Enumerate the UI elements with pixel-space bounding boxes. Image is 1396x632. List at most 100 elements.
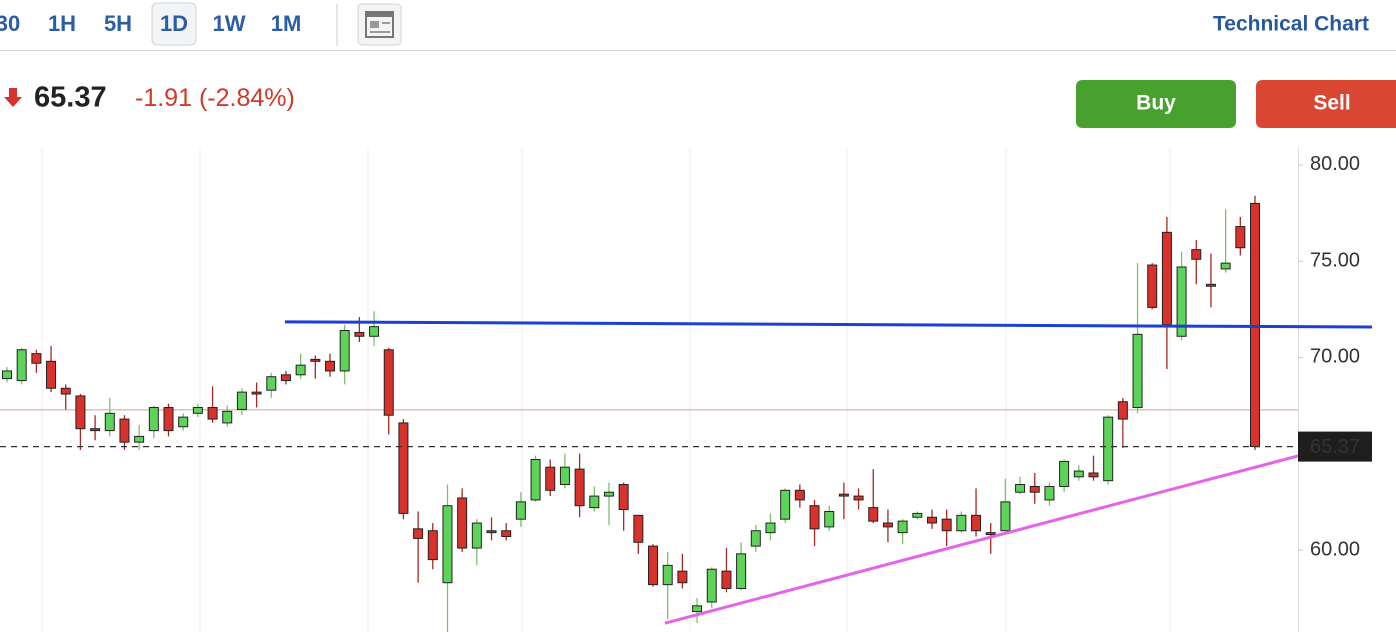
candle-body (589, 495, 600, 509)
icon-frame (357, 3, 402, 46)
candle-body (926, 516, 937, 524)
candle-body (46, 360, 57, 389)
candle-body (721, 570, 732, 589)
last-price: 65.37 (34, 82, 107, 114)
candle-body (442, 505, 453, 584)
y-tick-label: 70.00 (1310, 346, 1360, 368)
candle-body (1029, 485, 1040, 493)
candle-body (956, 514, 967, 532)
candle-body (75, 395, 86, 430)
range-button[interactable]: 30 (0, 11, 20, 36)
candle-body (677, 570, 688, 584)
time-grid (41, 148, 1171, 632)
candle-body (971, 514, 982, 532)
candle-body (163, 407, 174, 432)
candle-body (207, 407, 218, 420)
candle-body (1000, 501, 1011, 532)
candle-body (1015, 484, 1026, 493)
candle-body (1161, 231, 1172, 326)
change-value: -1.91 (135, 84, 192, 112)
candle-body (868, 507, 879, 522)
candle-body (236, 391, 247, 410)
candle-body (824, 510, 835, 528)
candle-body (2, 370, 12, 380)
candle-body (530, 459, 541, 501)
candle-body (501, 530, 512, 538)
candle-body (1073, 470, 1084, 478)
candle-body (251, 391, 262, 395)
buy-label: Buy (1136, 92, 1176, 115)
candle-body (515, 501, 526, 520)
candle-body (603, 491, 614, 497)
trend-line (284, 320, 1373, 329)
candle-body (985, 532, 996, 536)
candle-body (266, 376, 277, 391)
candle-body (853, 495, 864, 501)
down-arrow (4, 88, 22, 107)
candle-body (574, 468, 585, 507)
candle-body (1176, 266, 1187, 337)
icon-block (370, 21, 379, 28)
buy-button[interactable]: Buy (1076, 80, 1236, 128)
candle-body (633, 514, 644, 543)
range-button[interactable]: 1M (271, 11, 302, 36)
price-change: -1.91 (-2.84%) (135, 84, 295, 112)
candle-body (1220, 262, 1231, 270)
candle-body (559, 466, 570, 486)
candle-body (31, 353, 42, 364)
candle-body (471, 522, 482, 549)
candle-body (794, 489, 805, 501)
candle-body (119, 418, 130, 443)
candle-body (897, 520, 908, 534)
candle-body (765, 522, 776, 534)
candle-body (90, 428, 101, 432)
sell-button[interactable]: Sell (1256, 80, 1396, 128)
last-price-box (1298, 431, 1372, 462)
y-tick-label: 60.00 (1310, 538, 1360, 560)
candle-body (413, 528, 424, 539)
candle-body (1044, 485, 1055, 501)
candle-body (912, 512, 923, 518)
candle-body (295, 364, 306, 376)
candle-body (192, 407, 203, 414)
candle-body (60, 387, 71, 395)
candle-body (809, 505, 820, 530)
candle-body (16, 349, 27, 382)
candle-body (1103, 416, 1114, 482)
candle-body (383, 349, 394, 416)
range-button[interactable]: 1H (48, 11, 76, 36)
candle-body (427, 530, 438, 561)
candle-body (1117, 401, 1128, 420)
candle-body (780, 489, 791, 520)
y-tick-label: 75.00 (1310, 249, 1360, 271)
candle-body (222, 410, 233, 424)
candle-body (457, 497, 468, 549)
candle-body (339, 330, 350, 372)
candle-body (545, 466, 556, 491)
sell-button-bg (1256, 80, 1396, 128)
range-button[interactable]: 5H (104, 11, 132, 36)
trend-line (664, 434, 1373, 625)
candle-body (486, 530, 497, 534)
layout-icon[interactable] (357, 3, 402, 46)
candle-body (941, 518, 952, 532)
candle-body (1235, 226, 1246, 249)
candle-body (398, 422, 409, 514)
candle-body (882, 522, 893, 528)
candle-body (1205, 283, 1216, 287)
range-button[interactable]: 1W (213, 11, 246, 36)
technical-chart-link[interactable]: Technical Chart (1213, 13, 1369, 36)
candle-body (354, 331, 365, 337)
y-tick-label: 80.00 (1310, 153, 1360, 175)
candle-body (618, 484, 629, 511)
candle-body (369, 326, 380, 337)
candle-body (838, 493, 849, 497)
change-percent: (-2.84%) (199, 84, 295, 112)
candle-body (104, 412, 115, 432)
candle-body (1059, 460, 1070, 487)
range-button[interactable]: 1D (160, 11, 188, 36)
candle-body (134, 435, 145, 443)
candle-body (310, 358, 321, 362)
